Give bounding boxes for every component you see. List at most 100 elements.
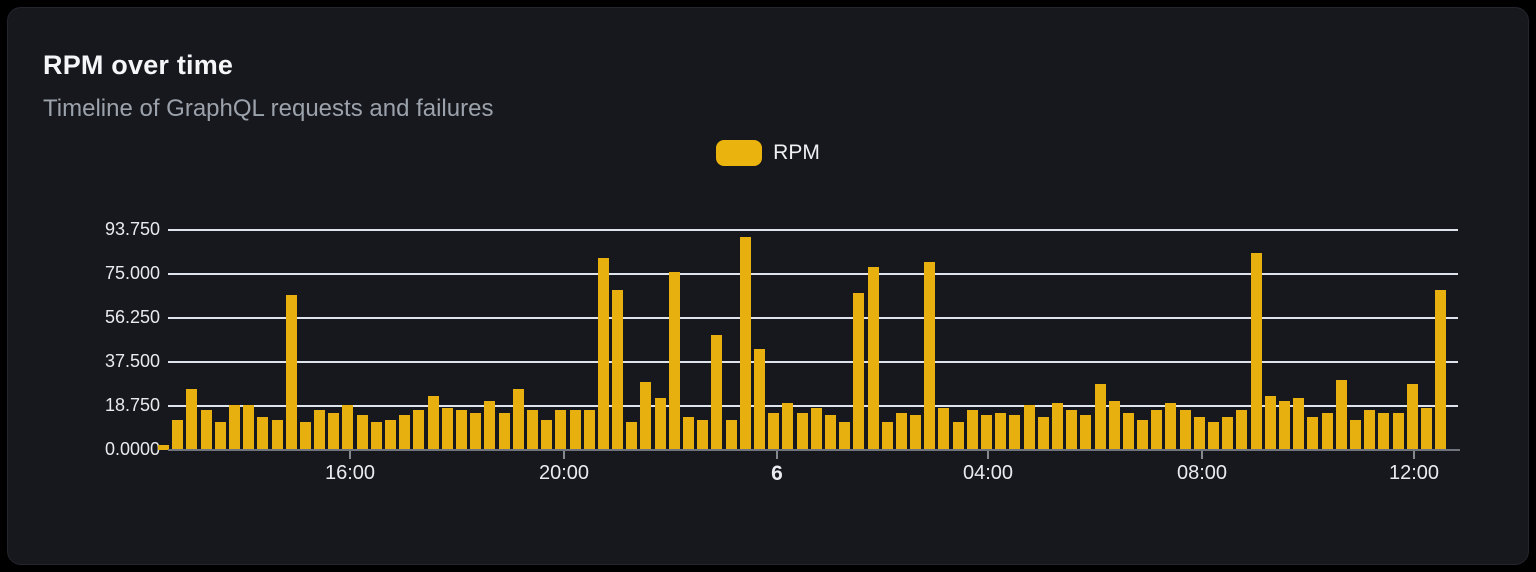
bar[interactable] (583, 410, 595, 450)
bar[interactable] (1321, 412, 1333, 450)
bar[interactable] (612, 290, 624, 450)
bar[interactable] (1364, 410, 1376, 450)
bar[interactable] (427, 396, 439, 450)
bar[interactable] (370, 421, 382, 450)
bar[interactable] (910, 414, 922, 450)
bar[interactable] (1080, 414, 1092, 450)
bar[interactable] (654, 398, 666, 450)
bar[interactable] (1222, 417, 1234, 450)
bar[interactable] (1094, 384, 1106, 450)
bar[interactable] (924, 262, 936, 450)
bar[interactable] (413, 410, 425, 450)
bar[interactable] (1335, 379, 1347, 450)
bar[interactable] (214, 421, 226, 450)
gridline (168, 229, 1458, 231)
bar[interactable] (1392, 412, 1404, 450)
legend-label: RPM (773, 141, 820, 164)
bar[interactable] (1349, 419, 1361, 450)
bar[interactable] (810, 407, 822, 450)
bar[interactable] (186, 389, 198, 450)
bar[interactable] (952, 421, 964, 450)
bar[interactable] (299, 421, 311, 450)
bar[interactable] (455, 410, 467, 450)
bar[interactable] (271, 419, 283, 450)
bar[interactable] (966, 410, 978, 450)
bar[interactable] (1208, 421, 1220, 450)
bar[interactable] (1051, 403, 1063, 450)
bar[interactable] (172, 419, 184, 450)
bar[interactable] (526, 410, 538, 450)
bar[interactable] (1279, 400, 1290, 450)
bar[interactable] (1137, 419, 1149, 450)
bar[interactable] (399, 414, 411, 450)
bar[interactable] (1420, 407, 1432, 450)
bar[interactable] (1435, 290, 1447, 450)
bar[interactable] (867, 267, 879, 450)
bar[interactable] (555, 410, 567, 450)
bar[interactable] (1193, 417, 1205, 450)
chart-title: RPM over time (43, 50, 234, 80)
bar[interactable] (385, 419, 397, 450)
bar[interactable] (1037, 417, 1049, 450)
bar[interactable] (1264, 396, 1276, 450)
bar[interactable] (1108, 400, 1120, 450)
bar[interactable] (796, 412, 808, 450)
bar[interactable] (314, 410, 326, 450)
bar[interactable] (597, 257, 609, 450)
bar[interactable] (1236, 410, 1248, 450)
bar[interactable] (782, 403, 794, 450)
bar[interactable] (356, 414, 368, 450)
bar[interactable] (1009, 414, 1021, 450)
bar[interactable] (697, 419, 709, 450)
bar[interactable] (768, 412, 780, 450)
bar[interactable] (541, 419, 553, 450)
bar[interactable] (1250, 252, 1262, 450)
bar[interactable] (739, 236, 751, 450)
bar[interactable] (498, 412, 510, 450)
bar[interactable] (1151, 410, 1163, 450)
bar[interactable] (328, 412, 340, 450)
bar[interactable] (243, 405, 255, 450)
gridline (168, 405, 1458, 407)
bar[interactable] (725, 419, 737, 450)
bar[interactable] (470, 412, 482, 450)
bar[interactable] (895, 412, 907, 450)
bar[interactable] (257, 417, 269, 450)
bar[interactable] (1307, 417, 1319, 450)
bar[interactable] (1293, 398, 1305, 450)
bar[interactable] (839, 421, 851, 450)
bar[interactable] (881, 421, 893, 450)
bar[interactable] (853, 292, 865, 450)
bar[interactable] (1066, 410, 1078, 450)
bar[interactable] (753, 349, 765, 450)
bar[interactable] (711, 335, 723, 450)
bar[interactable] (626, 421, 638, 450)
bar[interactable] (640, 381, 652, 450)
bar[interactable] (938, 407, 950, 450)
bar[interactable] (569, 410, 581, 450)
bar[interactable] (668, 271, 680, 450)
bar[interactable] (824, 414, 836, 450)
y-axis-tick-label: 93.750 (104, 219, 160, 239)
bar[interactable] (1179, 410, 1191, 450)
bar[interactable] (228, 405, 240, 450)
bar[interactable] (1122, 412, 1134, 450)
bar[interactable] (1378, 412, 1390, 450)
bar[interactable] (981, 414, 993, 450)
bar[interactable] (995, 412, 1007, 450)
bar[interactable] (200, 410, 212, 450)
bar[interactable] (484, 400, 496, 450)
x-axis-tick (776, 451, 778, 459)
bar[interactable] (683, 417, 695, 450)
bar[interactable] (342, 405, 354, 450)
legend-item-rpm[interactable]: RPM (716, 140, 820, 166)
bar[interactable] (1023, 405, 1035, 450)
bar[interactable] (1406, 384, 1418, 450)
bar[interactable] (512, 389, 524, 450)
chart-legend: RPM (0, 140, 1536, 166)
bar[interactable] (441, 407, 453, 450)
bar[interactable] (1165, 403, 1177, 450)
bar[interactable] (285, 295, 297, 450)
bar[interactable] (158, 445, 169, 450)
